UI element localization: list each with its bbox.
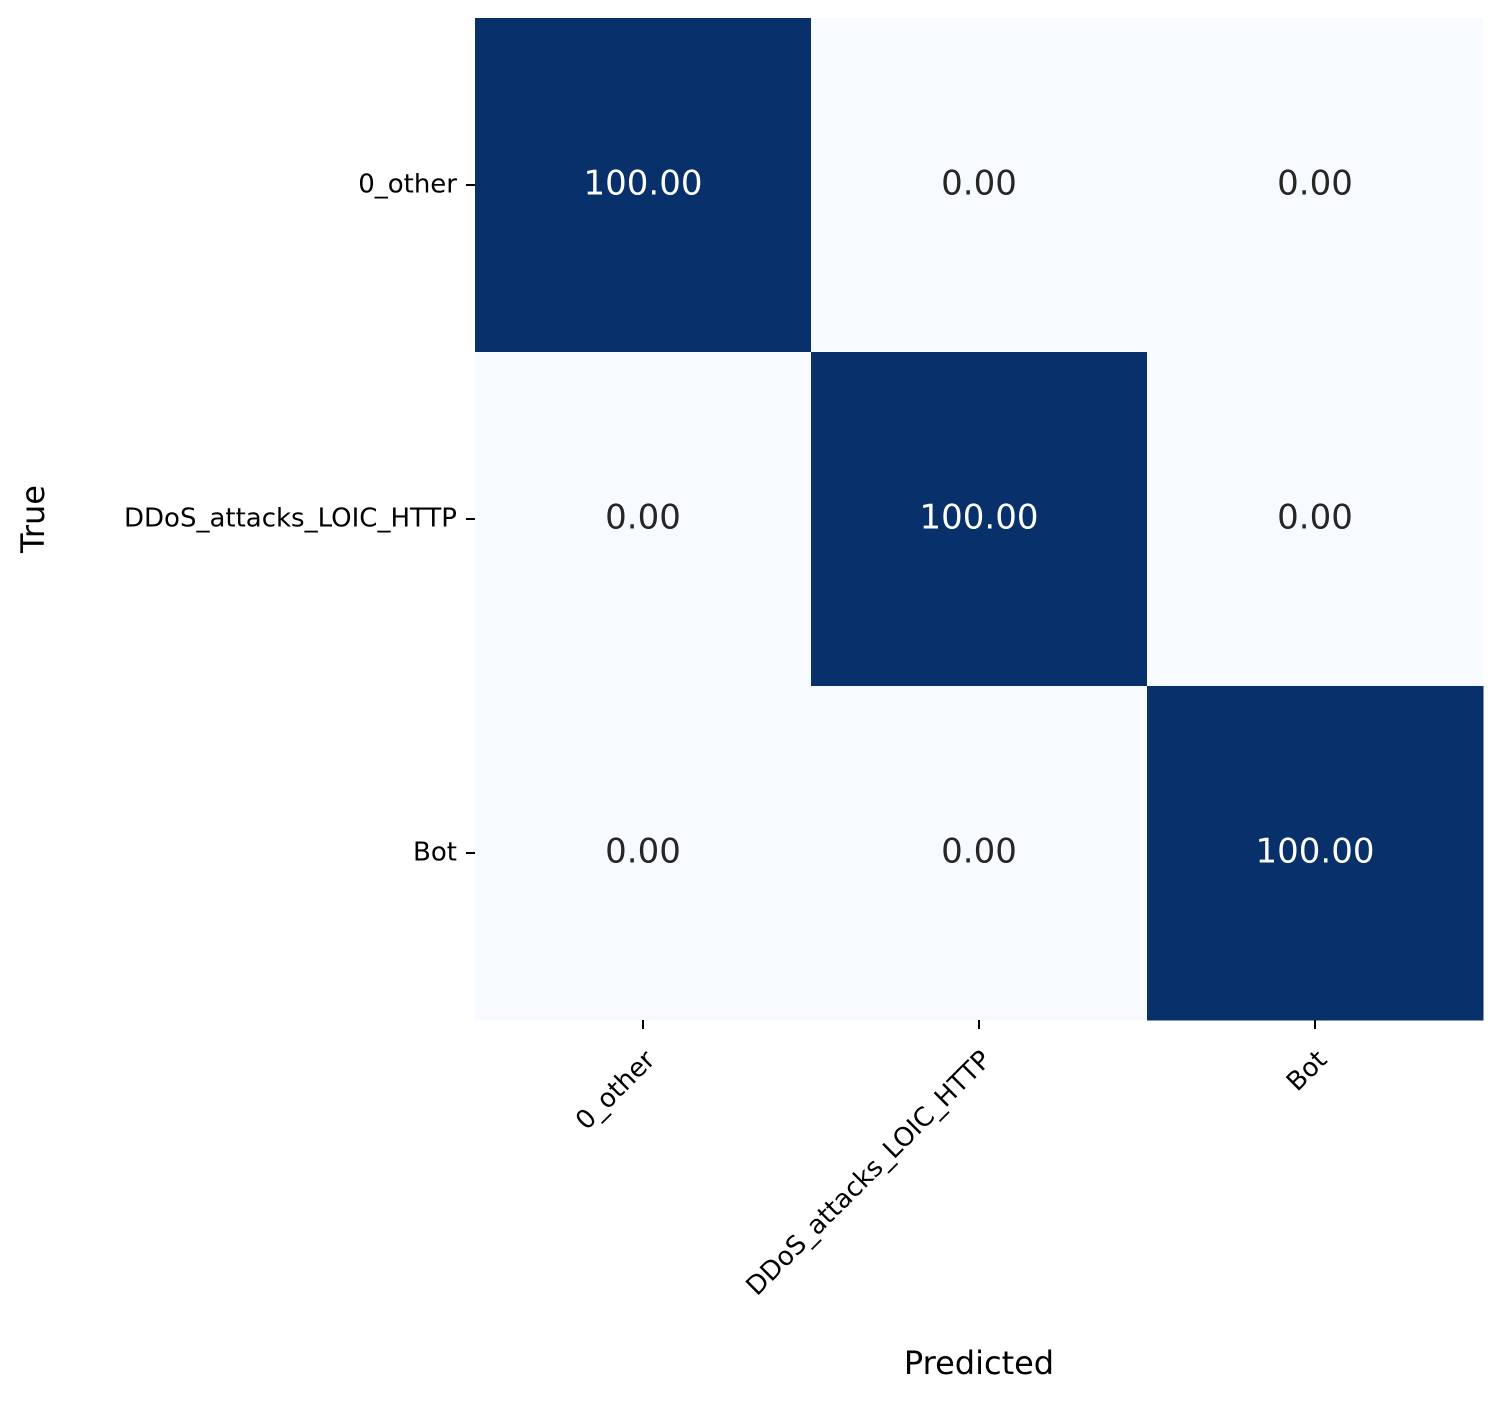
- heatmap-cell: [475, 18, 812, 353]
- heatmap-cell: [811, 18, 1148, 353]
- heatmap-cell: [475, 352, 812, 687]
- heatmap-cell: [811, 352, 1148, 687]
- heatmap-cell: [1147, 352, 1484, 687]
- heatmap-cell: [1147, 686, 1484, 1021]
- cell-value-label: 0.00: [941, 164, 1017, 204]
- x-tick-label: Bot: [1281, 1045, 1333, 1097]
- y-tick-label: Bot: [413, 838, 457, 868]
- cell-value-label: 100.00: [1256, 832, 1375, 872]
- cell-value-label: 100.00: [920, 498, 1039, 538]
- x-tick-label: 0_other: [570, 1045, 661, 1136]
- cell-value-label: 0.00: [1277, 498, 1353, 538]
- cell-value-label: 0.00: [941, 832, 1017, 872]
- cell-value-label: 0.00: [605, 832, 681, 872]
- y-tick-label: 0_other: [358, 170, 457, 200]
- heatmap-cell: [1147, 18, 1484, 353]
- x-axis-label: Predicted: [904, 1344, 1054, 1382]
- heatmap-cell: [475, 686, 812, 1021]
- cell-value-label: 100.00: [584, 164, 703, 204]
- x-tick-label: DDoS_attacks_LOIC_HTTP: [741, 1045, 998, 1302]
- y-tick-label: DDoS_attacks_LOIC_HTTP: [124, 504, 457, 534]
- cell-value-label: 0.00: [1277, 164, 1353, 204]
- y-axis-label: True: [14, 485, 52, 554]
- cell-value-label: 0.00: [605, 498, 681, 538]
- heatmap-cell: [811, 686, 1148, 1021]
